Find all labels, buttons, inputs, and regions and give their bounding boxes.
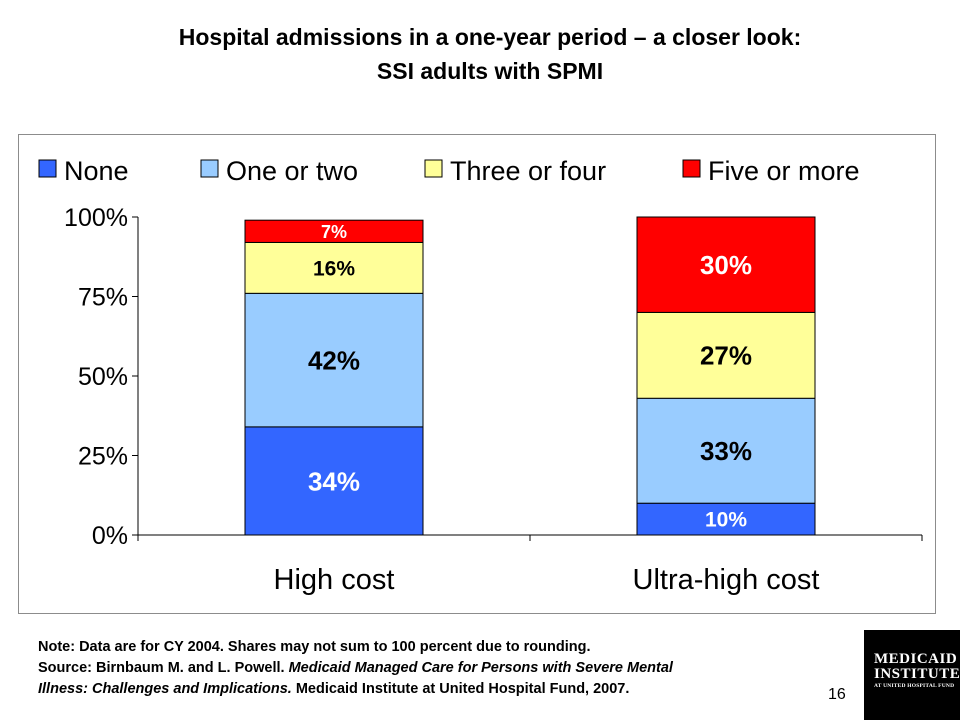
source-line-2: Illness: Challenges and Implications. Me…	[38, 679, 858, 700]
legend-label-0: None	[64, 156, 129, 186]
source-title-part-1: Medicaid Managed Care for Persons with S…	[288, 660, 673, 676]
x-category-label: High cost	[274, 564, 395, 596]
data-label: 30%	[700, 250, 752, 280]
y-tick-label: 50%	[78, 363, 128, 391]
x-category-label: Ultra-high cost	[633, 564, 820, 596]
source-suffix: Medicaid Institute at United Hospital Fu…	[291, 681, 630, 697]
data-label: 33%	[700, 436, 752, 466]
data-label: 34%	[308, 466, 360, 496]
title-line-1: Hospital admissions in a one-year period…	[178, 24, 802, 50]
bar-segment-three-or-four	[244, 241, 424, 294]
legend-label-3: Five or more	[708, 156, 860, 186]
chart-frame: None One or two Three or four Five or more 0…	[18, 134, 936, 614]
legend-swatch-3	[682, 159, 701, 178]
source-prefix: Source: Birnbaum M. and L. Powell.	[38, 660, 289, 676]
legend-swatch-0	[38, 159, 57, 178]
y-tick-label: 0%	[92, 522, 128, 550]
legend-swatch-1	[200, 159, 219, 178]
source-line-1: Source: Birnbaum M. and L. Powell. Medic…	[38, 658, 858, 679]
note-text: Note: Data are for CY 2004. Shares may n…	[38, 639, 591, 655]
y-tick-label: 25%	[78, 443, 128, 471]
y-tick-label: 100%	[64, 204, 128, 232]
bar-segment-five-or-more	[244, 219, 424, 243]
legend-swatch-2	[424, 159, 443, 178]
legend-label-2: Three or four	[450, 156, 606, 186]
bar-segment-three-or-four	[636, 311, 816, 399]
bar-segment-one-or-two	[636, 397, 816, 504]
source-title-part-2: Illness: Challenges and Implications.	[38, 681, 292, 697]
medicaid-institute-logo: MEDICAID INSTITUTE AT UNITED HOSPITAL FU…	[864, 630, 960, 720]
bar-segment-none	[636, 502, 816, 536]
data-label: 16%	[313, 257, 355, 280]
data-label: 10%	[705, 509, 747, 532]
bar-segment-one-or-two	[244, 292, 424, 428]
stacked-bar-chart: None One or two Three or four Five or more 0…	[38, 156, 923, 596]
data-label: 7%	[321, 222, 347, 242]
legend-label-1: One or two	[226, 156, 358, 186]
footnote: Note: Data are for CY 2004. Shares may n…	[38, 637, 858, 700]
logo-line-3: AT UNITED HOSPITAL FUND	[874, 683, 955, 689]
slide-title: Hospital admissions in a one-year period…	[20, 20, 960, 88]
bar-segment-five-or-more	[636, 216, 816, 313]
logo-line-2: INSTITUTE	[874, 666, 960, 682]
data-label: 42%	[308, 345, 360, 375]
y-tick-label: 75%	[78, 284, 128, 312]
title-line-2: SSI adults with SPMI	[376, 58, 604, 84]
logo-line-1: MEDICAID	[874, 651, 958, 667]
page-number: 16	[828, 686, 846, 703]
data-label: 27%	[700, 341, 752, 371]
